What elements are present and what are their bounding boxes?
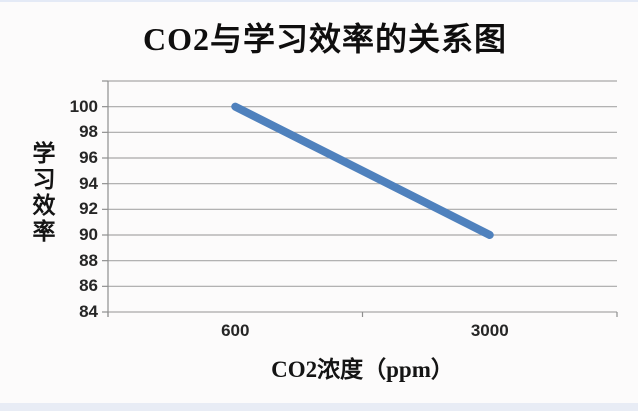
chart-title: CO2与学习效率的关系图	[142, 21, 507, 57]
y-axis-title: 学习效率	[29, 141, 54, 245]
y-tick-label: 100	[69, 96, 98, 116]
y-tick-label: 84	[79, 302, 98, 321]
series-line	[231, 102, 494, 239]
bottom-strip	[0, 403, 638, 411]
y-tick-label: 92	[79, 199, 98, 219]
y-tick-label: 98	[79, 122, 98, 142]
top-border-strip	[0, 0, 638, 2]
x-tick-label: 3000	[470, 321, 509, 340]
y-tick-label: 94	[79, 173, 98, 193]
y-tick-label: 86	[79, 276, 98, 296]
y-tick-label: 90	[79, 225, 98, 244]
y-tick-label: 88	[79, 250, 98, 270]
x-tick-label: 600	[221, 321, 250, 340]
x-axis-title: CO2浓度（ppm）	[271, 357, 454, 382]
y-tick-label: 96	[79, 148, 98, 167]
